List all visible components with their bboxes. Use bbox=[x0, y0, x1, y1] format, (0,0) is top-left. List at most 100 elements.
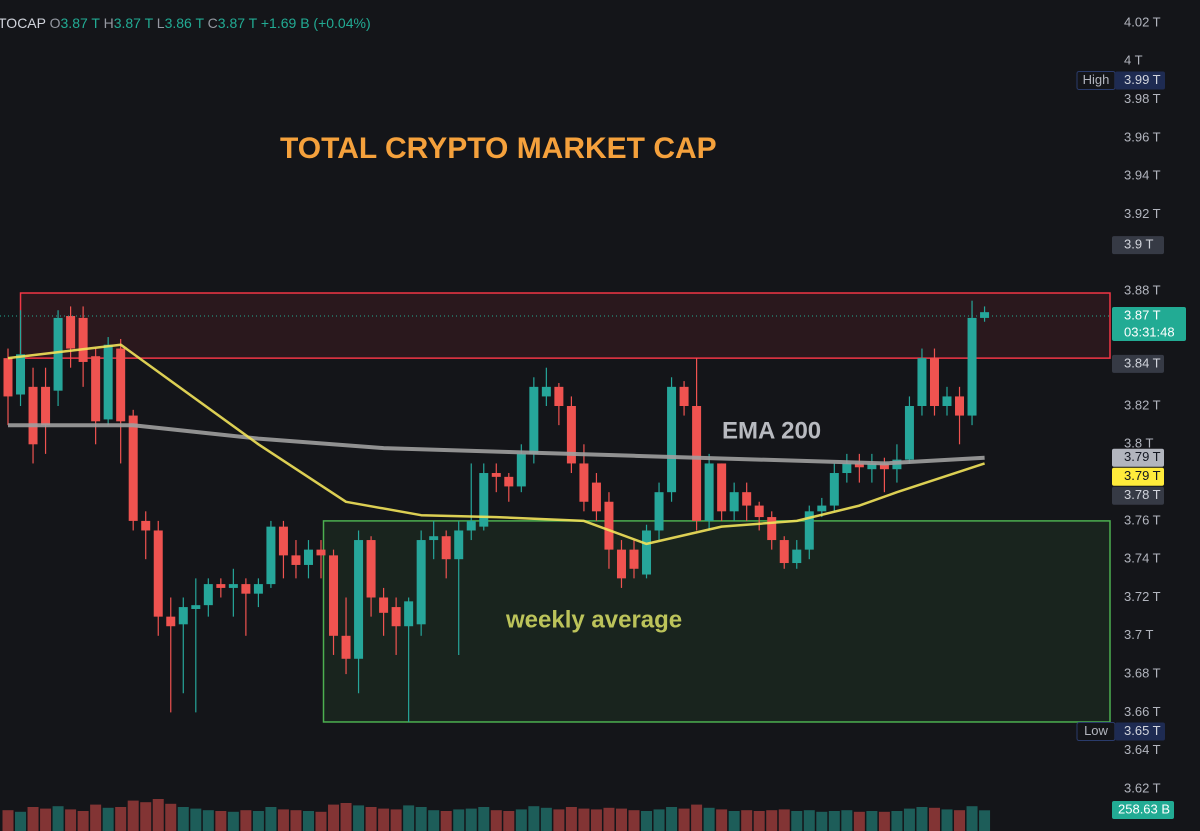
volume-bar bbox=[440, 811, 452, 831]
candle-body bbox=[604, 501, 614, 550]
price-marker-label: 3.79 T bbox=[1124, 468, 1161, 483]
candle-body bbox=[479, 473, 489, 527]
volume-bar bbox=[828, 811, 840, 831]
volume-bar bbox=[515, 809, 527, 831]
candle-body bbox=[904, 406, 914, 460]
candle-body bbox=[391, 607, 401, 627]
candle-body bbox=[216, 584, 226, 588]
volume-bar bbox=[378, 808, 390, 831]
volume-bar bbox=[215, 811, 227, 831]
volume-bar bbox=[40, 808, 52, 831]
candle-body bbox=[817, 505, 827, 512]
y-tick-label: 3.72 T bbox=[1124, 589, 1161, 604]
header: TOCAP O3.87 T H3.87 T L3.86 T C3.87 T +1… bbox=[0, 15, 371, 31]
volume-bar bbox=[966, 806, 978, 831]
y-tick-label: 3.68 T bbox=[1124, 666, 1161, 681]
y-tick-label: 3.8 T bbox=[1124, 436, 1153, 451]
price-marker bbox=[1112, 354, 1164, 373]
candle-body bbox=[103, 344, 113, 420]
candle-body bbox=[729, 492, 739, 512]
volume-bar bbox=[65, 809, 77, 831]
volume-bar bbox=[791, 811, 803, 831]
candle-body bbox=[779, 540, 789, 564]
candle-body bbox=[454, 530, 464, 560]
volume-marker bbox=[1112, 801, 1174, 819]
candle-body bbox=[116, 348, 126, 422]
candle-body bbox=[53, 317, 63, 391]
candle-body bbox=[166, 616, 176, 627]
volume-bar bbox=[365, 807, 377, 831]
volume-bar bbox=[302, 811, 314, 831]
candle-body bbox=[466, 520, 476, 531]
candle-body bbox=[266, 526, 276, 585]
volume-bar bbox=[803, 810, 815, 831]
candle-body bbox=[191, 605, 201, 609]
volume-bar bbox=[140, 802, 152, 831]
volume-bar bbox=[277, 809, 289, 831]
candle-body bbox=[516, 453, 526, 487]
y-tick-label: 3.92 T bbox=[1124, 206, 1161, 221]
volume-bar bbox=[127, 800, 139, 831]
candle-body bbox=[929, 358, 939, 406]
volume-bar bbox=[678, 808, 690, 831]
volume-label: 258.63 B bbox=[1118, 801, 1170, 816]
candle-body bbox=[742, 492, 752, 506]
volume-bar bbox=[603, 807, 615, 831]
volume-bar bbox=[565, 807, 577, 831]
y-tick-label: 3.98 T bbox=[1124, 91, 1161, 106]
chart-title: TOTAL CRYPTO MARKET CAP bbox=[280, 132, 717, 165]
volume-bar bbox=[315, 811, 327, 831]
candle-body bbox=[253, 584, 263, 594]
volume-bar bbox=[979, 810, 991, 831]
volume-bar bbox=[641, 811, 653, 831]
candle-body bbox=[316, 549, 326, 556]
candle-body bbox=[379, 597, 389, 613]
candle-body bbox=[717, 463, 727, 512]
volume-bar bbox=[954, 810, 966, 831]
ohlc-key: L bbox=[157, 15, 165, 31]
ema-label: EMA 200 bbox=[722, 417, 821, 444]
candle-body bbox=[867, 463, 877, 470]
y-tick-label: 3.64 T bbox=[1124, 742, 1161, 757]
volume-bar bbox=[903, 808, 915, 831]
ohlc-value: 3.87 T bbox=[61, 15, 101, 31]
y-tick-label: 3.94 T bbox=[1124, 168, 1161, 183]
candle-body bbox=[504, 476, 514, 487]
candle-body bbox=[842, 463, 852, 474]
volume-bar bbox=[190, 808, 202, 831]
candle-body bbox=[879, 463, 889, 470]
volume-bar bbox=[728, 811, 740, 831]
volume-bar bbox=[528, 806, 540, 831]
volume-bar bbox=[290, 810, 302, 831]
y-tick-label: 3.66 T bbox=[1124, 704, 1161, 719]
price-marker bbox=[1112, 467, 1164, 486]
volume-bar bbox=[478, 807, 490, 831]
candle-body bbox=[616, 549, 626, 579]
volume-bar bbox=[265, 807, 277, 831]
zone bbox=[322, 520, 1111, 723]
volume-bar bbox=[202, 810, 214, 831]
volume-bar bbox=[703, 807, 715, 831]
extreme-marker bbox=[1115, 71, 1165, 90]
volume-bar bbox=[866, 811, 878, 831]
volume-bar bbox=[428, 810, 440, 831]
volume-bar bbox=[766, 810, 778, 831]
volume-bar bbox=[853, 811, 865, 831]
candle-body bbox=[955, 396, 965, 416]
candle-body bbox=[153, 530, 163, 617]
y-tick-label: 4.02 T bbox=[1124, 14, 1161, 29]
volume-bar bbox=[465, 808, 477, 831]
ohlc-value: 3.87 T bbox=[218, 15, 258, 31]
price-marker-time: 03:31:48 bbox=[1124, 324, 1175, 339]
candle-body bbox=[3, 358, 13, 397]
candle-body bbox=[692, 406, 702, 521]
volume-bar bbox=[553, 809, 565, 831]
volume-bar bbox=[77, 811, 89, 831]
candle-body bbox=[416, 540, 426, 625]
volume-bar bbox=[691, 804, 703, 831]
price-marker bbox=[1112, 306, 1186, 341]
volume-bar bbox=[90, 804, 102, 831]
overlay-line bbox=[7, 343, 985, 546]
volume-bar bbox=[666, 807, 678, 831]
